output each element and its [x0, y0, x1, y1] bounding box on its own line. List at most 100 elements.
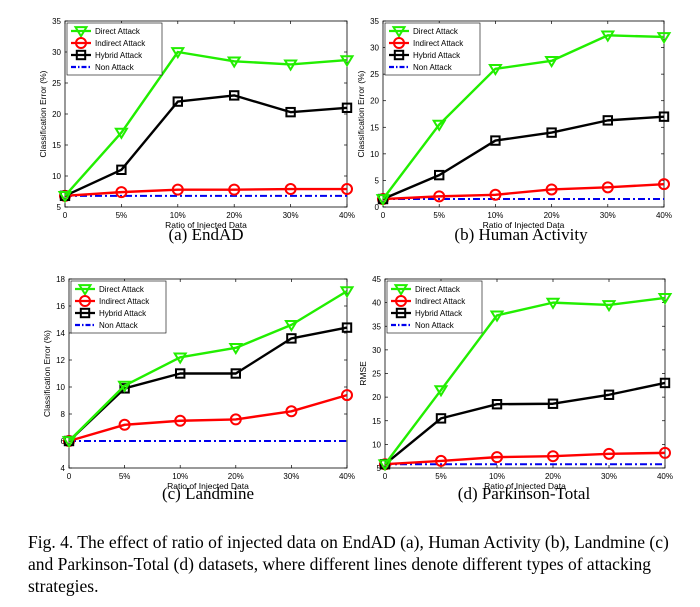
data-point-3 — [341, 102, 353, 113]
data-point-3 — [341, 322, 353, 333]
y-tick-label: 10 — [56, 383, 65, 392]
legend-marker — [77, 284, 93, 297]
data-point-2 — [118, 418, 131, 431]
data-point-2 — [341, 183, 353, 196]
legend-label: Direct Attack — [413, 27, 459, 36]
x-tick-label: 10% — [487, 211, 503, 220]
legend-label: Hybrid Attack — [99, 309, 147, 318]
y-tick-label: 30 — [52, 48, 61, 57]
x-tick-label: 0 — [383, 472, 388, 481]
figure-caption: Fig. 4. The effect of ratio of injected … — [28, 532, 669, 596]
data-point-1 — [656, 32, 672, 45]
legend-label: Direct Attack — [415, 285, 461, 294]
plot-frame — [68, 278, 348, 469]
data-point-1 — [172, 352, 188, 365]
y-tick-label: 45 — [372, 275, 381, 284]
legend-label: Non Attack — [415, 321, 455, 330]
y-axis-label: Classification Error (%) — [38, 70, 48, 157]
data-point-2 — [545, 183, 558, 196]
x-tick-label: 0 — [67, 472, 72, 481]
x-tick-label: 5% — [116, 211, 128, 220]
data-point-1 — [431, 119, 447, 132]
chart-4: 0 5% 10% 20% 30% 40% 5 10 15 20 25 30 35 40 45 Ratio of… — [358, 275, 673, 503]
y-tick-label: 10 — [52, 172, 61, 181]
y-tick-label: 8 — [61, 410, 66, 419]
data-point-3 — [175, 368, 186, 379]
x-axis-label: Ratio of Injected Data — [483, 220, 565, 230]
series-line-2 — [68, 393, 348, 443]
series-line-3 — [382, 115, 665, 201]
data-point-3 — [490, 135, 501, 146]
y-tick-label: 30 — [370, 44, 379, 53]
y-tick-label: 15 — [370, 123, 379, 132]
sub-caption: (b) Human Activity — [454, 225, 588, 244]
y-tick-label: 35 — [372, 322, 381, 331]
y-tick-label: 10 — [370, 150, 379, 159]
y-tick-label: 5 — [375, 176, 380, 185]
data-point-2 — [284, 183, 297, 196]
data-point-1 — [544, 56, 559, 69]
data-point-2 — [341, 389, 353, 402]
data-point-1 — [488, 63, 503, 76]
x-tick-label: 30% — [283, 472, 299, 481]
y-tick-label: 25 — [52, 79, 61, 88]
data-point-3 — [546, 127, 557, 138]
y-axis-label: Classification Error (%) — [42, 330, 52, 417]
data-point-1 — [339, 286, 355, 299]
legend-label: Hybrid Attack — [413, 51, 461, 60]
x-tick-label: 0 — [63, 211, 68, 220]
data-point-2 — [435, 454, 447, 467]
x-tick-label: 5% — [435, 472, 447, 481]
x-tick-label: 30% — [601, 472, 617, 481]
y-tick-label: 40 — [372, 299, 381, 308]
legend-label: Hybrid Attack — [95, 51, 143, 60]
data-point-3 — [172, 96, 184, 107]
data-point-1 — [377, 459, 393, 472]
x-tick-label: 10% — [172, 472, 188, 481]
legend-marker — [79, 307, 91, 319]
legend-marker — [73, 26, 89, 39]
data-point-2 — [228, 183, 241, 196]
data-point-2 — [115, 186, 128, 199]
data-point-1 — [284, 320, 299, 333]
data-point-1 — [433, 385, 449, 398]
legend-marker — [393, 284, 409, 297]
data-point-2 — [491, 451, 503, 464]
data-point-1 — [601, 300, 617, 313]
legend-label: Non Attack — [413, 63, 453, 72]
data-point-3 — [659, 377, 671, 389]
data-point-3 — [434, 169, 445, 181]
series-line-1 — [384, 296, 666, 465]
y-axis-label: RMSE — [358, 361, 368, 386]
y-tick-label: 35 — [370, 17, 379, 26]
legend-marker — [75, 49, 87, 61]
legend-label: Indirect Attack — [99, 297, 150, 306]
data-point-3 — [286, 333, 297, 344]
y-tick-label: 15 — [52, 141, 61, 150]
sub-caption: (c) Landmine — [162, 484, 254, 503]
x-tick-label: 40% — [339, 211, 355, 220]
data-point-1 — [114, 127, 129, 140]
sub-caption: (a) EndAD — [168, 225, 243, 244]
data-point-1 — [339, 55, 355, 68]
chart-2: 0 5% 10% 20% 30% 40% 0 5 10 15 20 25 30 35 Ratio of In… — [356, 17, 672, 244]
data-point-3 — [491, 399, 503, 410]
y-tick-label: 25 — [372, 370, 381, 379]
series-line-2 — [382, 182, 665, 201]
series-line-3 — [64, 94, 348, 197]
legend-label: Direct Attack — [95, 27, 141, 36]
series-line-3 — [384, 381, 666, 466]
series-line-2 — [64, 187, 347, 198]
data-point-1 — [226, 56, 242, 69]
data-point-1 — [657, 293, 673, 306]
data-point-3 — [547, 398, 559, 409]
data-point-3 — [229, 90, 240, 101]
data-point-2 — [229, 413, 242, 426]
y-tick-label: 25 — [370, 70, 379, 79]
data-point-2 — [171, 183, 184, 196]
data-point-1 — [283, 59, 298, 72]
data-point-2 — [603, 447, 615, 460]
data-point-3 — [603, 389, 615, 400]
